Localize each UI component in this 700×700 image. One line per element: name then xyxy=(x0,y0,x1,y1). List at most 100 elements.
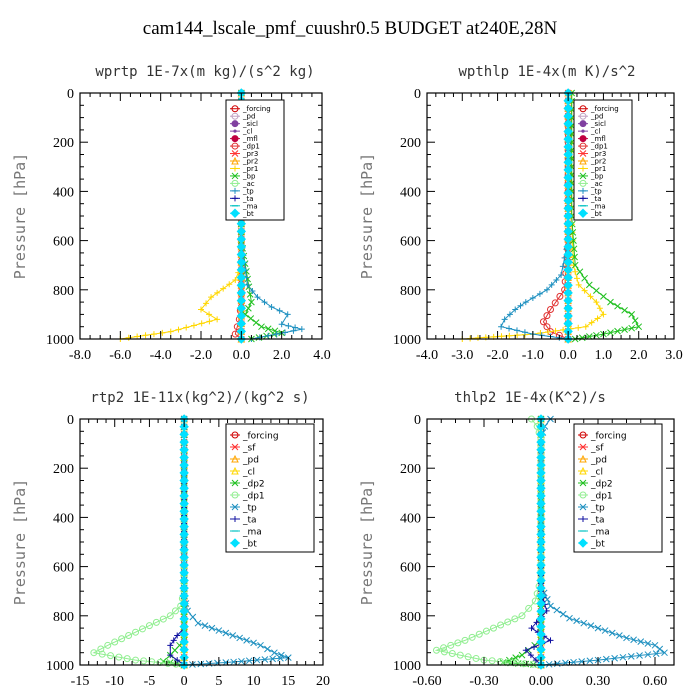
y-tick-label: 600 xyxy=(53,235,74,250)
legend-label: _ac xyxy=(242,180,255,188)
x-tick-label: 4.0 xyxy=(313,348,331,363)
legend-marker xyxy=(579,156,587,165)
legend-label: _dp2 xyxy=(590,480,613,490)
data-point xyxy=(282,329,289,336)
data-point xyxy=(175,326,182,333)
data-point xyxy=(602,655,610,663)
data-point xyxy=(644,640,652,647)
data-point xyxy=(97,645,105,653)
x-tick-label: -4.0 xyxy=(416,348,438,363)
data-point xyxy=(522,299,529,306)
data-point xyxy=(190,322,197,329)
legend-marker xyxy=(580,195,586,202)
legend-label: _bp xyxy=(242,172,256,180)
legend-entry: _cl xyxy=(578,128,600,136)
data-point xyxy=(553,606,561,614)
x-tick-label: 5 xyxy=(215,674,222,689)
data-point xyxy=(447,641,455,649)
legend-label: _tp xyxy=(242,187,254,195)
legend-marker xyxy=(231,479,239,487)
data-point xyxy=(506,325,513,332)
series-pr1 xyxy=(117,90,245,342)
data-point xyxy=(254,294,261,301)
legend-marker xyxy=(579,172,587,180)
data-point xyxy=(501,316,508,323)
legend-marker xyxy=(579,112,587,120)
data-point xyxy=(635,323,643,331)
chart-title: wprtp 1E-7x(m kg)/(s^2 kg) xyxy=(95,64,314,80)
legend-entry: _bp xyxy=(578,172,604,180)
data-point xyxy=(268,304,275,311)
data-point xyxy=(621,306,628,314)
legend-marker xyxy=(578,208,588,218)
data-point xyxy=(247,315,255,322)
legend-label: _cl xyxy=(242,128,252,136)
data-point xyxy=(206,311,213,318)
data-point xyxy=(482,627,490,635)
data-point xyxy=(201,622,209,629)
legend-entry: _dp2 xyxy=(230,480,265,490)
data-point xyxy=(264,645,271,653)
legend-marker xyxy=(232,516,238,522)
data-point xyxy=(570,658,577,666)
data-point xyxy=(440,648,448,656)
data-point xyxy=(284,311,291,318)
data-point xyxy=(238,657,245,665)
legend-label: _ma xyxy=(590,528,610,538)
y-tick-label: 1000 xyxy=(393,333,421,348)
data-point xyxy=(556,292,564,300)
data-point xyxy=(461,636,469,644)
data-point xyxy=(614,302,621,310)
data-point xyxy=(250,639,257,647)
data-point xyxy=(170,637,177,644)
legend-entry: _pr2 xyxy=(230,156,258,166)
data-point xyxy=(575,281,582,288)
plot-frame xyxy=(426,92,675,340)
data-point xyxy=(593,299,600,306)
legend-marker xyxy=(231,454,239,463)
legend-label: _ac xyxy=(590,180,603,188)
x-tick-label: 10 xyxy=(247,674,261,689)
legend-entry: _ta xyxy=(230,195,254,203)
legend-marker xyxy=(231,466,239,475)
y-tick-label: 600 xyxy=(53,561,74,576)
data-point xyxy=(576,268,584,276)
legend-marker xyxy=(581,129,585,133)
data-point xyxy=(118,635,126,643)
legend-marker xyxy=(230,208,240,218)
data-point xyxy=(236,634,244,642)
legend-entry: _tp xyxy=(230,187,254,195)
legend-label: _tp xyxy=(242,504,257,514)
x-tick-label: -8.0 xyxy=(69,348,91,363)
series-dp1 xyxy=(433,415,545,669)
legend-entry: _ta xyxy=(230,516,257,526)
y-axis-label: Pressure [hPa] xyxy=(11,479,29,605)
data-point xyxy=(90,649,98,657)
legend-entry: _tp xyxy=(230,504,257,514)
series-line xyxy=(434,418,542,666)
x-tick-label: 20 xyxy=(316,674,330,689)
data-point xyxy=(245,657,253,665)
data-point xyxy=(614,327,621,335)
legend-label: _cl xyxy=(590,128,600,136)
data-point xyxy=(464,653,472,661)
legend-label: _bt xyxy=(242,540,257,550)
legend-label: _pr2 xyxy=(590,158,606,166)
legend-entry: _dp1 xyxy=(578,491,613,502)
data-point xyxy=(198,320,205,327)
data-point xyxy=(631,317,639,324)
legend-marker xyxy=(231,120,239,128)
legend-label: _bt xyxy=(242,210,254,218)
legend-entry: _sf xyxy=(230,444,256,454)
y-tick-label: 400 xyxy=(53,185,74,200)
legend-box xyxy=(573,423,663,553)
data-point xyxy=(214,289,221,296)
data-point xyxy=(506,332,513,339)
data-point xyxy=(531,643,538,650)
legend-entry: _sicl xyxy=(230,120,258,128)
data-point xyxy=(197,660,205,668)
data-point xyxy=(636,652,643,659)
legend-label: _mfl xyxy=(590,135,606,143)
legend-entry: _bt xyxy=(230,208,254,218)
